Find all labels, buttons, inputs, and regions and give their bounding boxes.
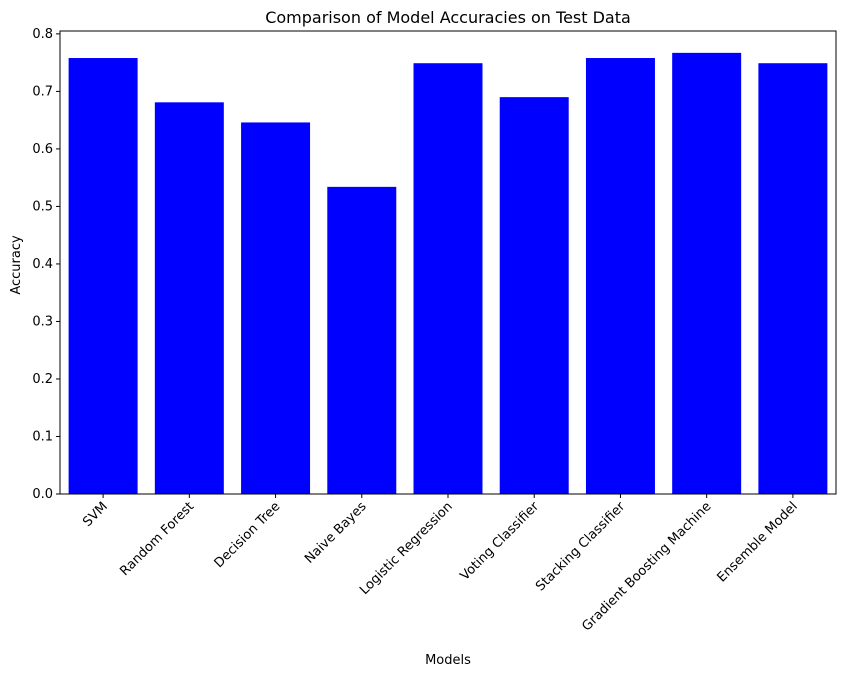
- y-tick-label: 0.8: [32, 27, 53, 42]
- y-tick-label: 0.2: [32, 372, 53, 387]
- y-tick-label: 0.5: [32, 199, 53, 214]
- bar: [672, 52, 742, 495]
- bar: [499, 97, 569, 494]
- y-tick-label: 0.6: [32, 142, 53, 157]
- bar: [758, 63, 828, 495]
- bar: [68, 58, 138, 494]
- y-axis-label: Accuracy: [9, 235, 24, 295]
- y-tick-label: 0.7: [32, 84, 53, 99]
- chart-title: Comparison of Model Accuracies on Test D…: [265, 8, 631, 27]
- bar: [154, 102, 224, 494]
- y-tick-label: 0.1: [32, 429, 53, 444]
- bar: [413, 63, 483, 495]
- y-tick-label: 0.3: [32, 314, 53, 329]
- bar: [327, 186, 397, 494]
- y-tick-label: 0.0: [32, 487, 53, 502]
- bar: [585, 58, 655, 494]
- y-tick-label: 0.4: [32, 257, 53, 272]
- bar: [241, 122, 311, 494]
- x-axis-label: Models: [425, 653, 471, 668]
